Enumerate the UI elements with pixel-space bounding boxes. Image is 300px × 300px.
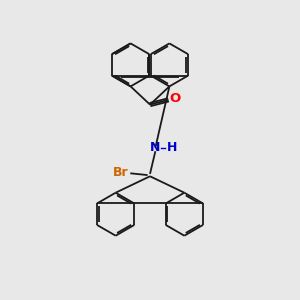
Text: O: O (169, 92, 181, 105)
Text: H: H (167, 141, 178, 154)
Text: N: N (150, 140, 161, 154)
Text: Br: Br (113, 166, 128, 178)
